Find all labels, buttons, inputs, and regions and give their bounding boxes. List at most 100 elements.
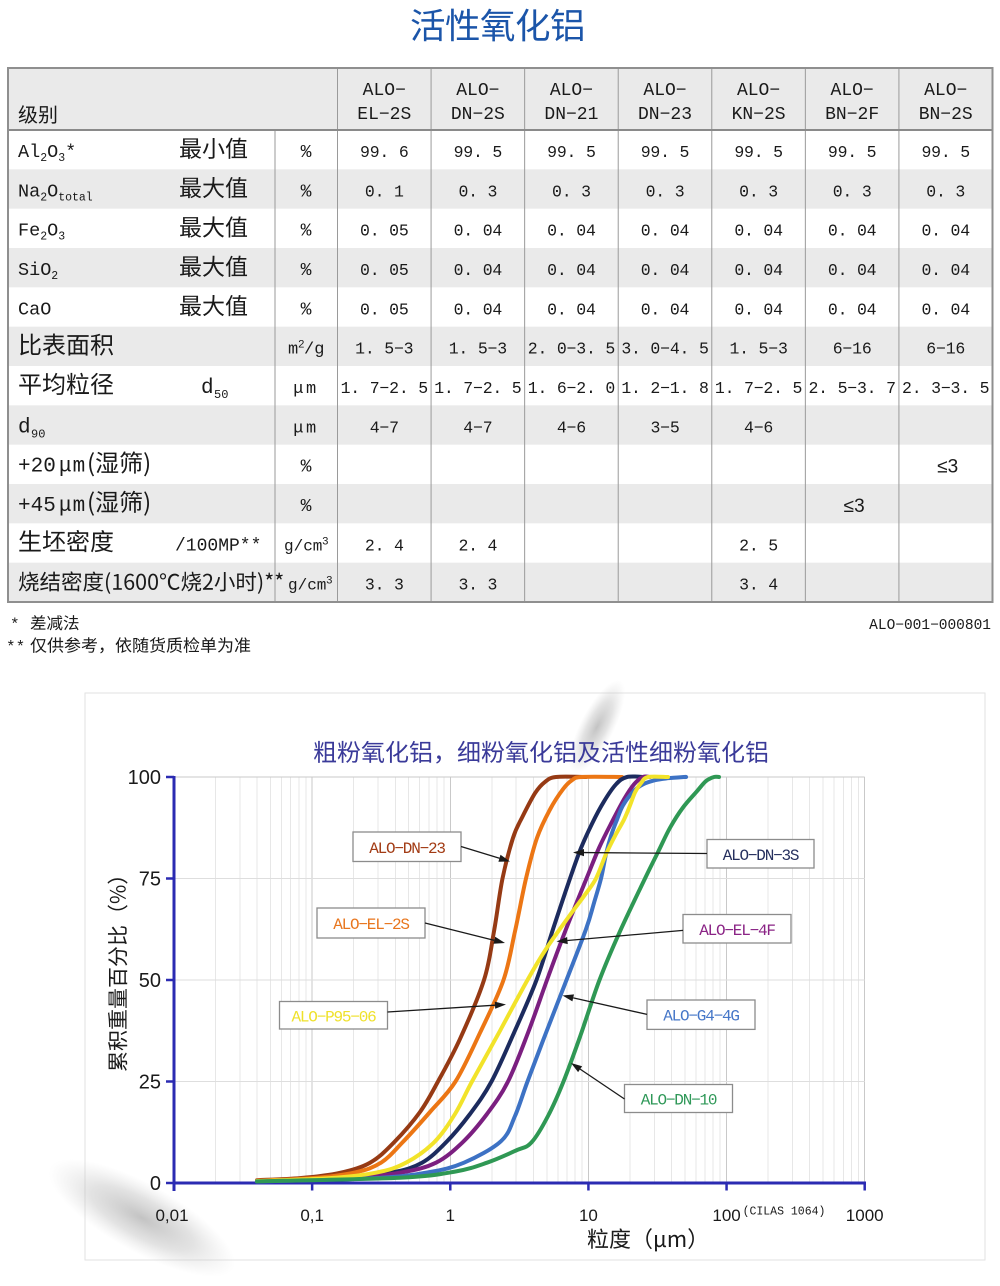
svg-text:3. 0−4. 5: 3. 0−4. 5 (621, 340, 708, 359)
svg-text:%: % (301, 261, 312, 281)
svg-text:100: 100 (128, 767, 161, 789)
svg-text:2: 2 (40, 231, 47, 244)
svg-text:%: % (301, 143, 312, 163)
svg-text:ALO−DN−3S: ALO−DN−3S (723, 847, 799, 865)
svg-text:99. 5: 99. 5 (828, 143, 877, 162)
svg-text:CaO: CaO (18, 299, 51, 320)
svg-text:Na: Na (18, 181, 40, 202)
svg-text:ALO−: ALO− (456, 81, 499, 101)
svg-text:%: % (301, 458, 312, 478)
svg-text:ALO−: ALO− (737, 81, 780, 101)
svg-text:*: * (10, 616, 20, 634)
svg-text:3: 3 (326, 576, 333, 588)
svg-text:g/cm: g/cm (284, 537, 322, 555)
svg-text:3. 3: 3. 3 (365, 576, 404, 595)
svg-text:99. 5: 99. 5 (641, 143, 690, 162)
svg-text:1: 1 (446, 1206, 455, 1225)
svg-text:0,01: 0,01 (155, 1206, 188, 1225)
svg-text:DN−21: DN−21 (544, 105, 598, 125)
svg-text:2. 3−3. 5: 2. 3−3. 5 (902, 379, 989, 398)
svg-text:0. 04: 0. 04 (828, 300, 877, 319)
svg-text:Al: Al (18, 142, 40, 163)
svg-text:2. 5: 2. 5 (739, 536, 778, 555)
svg-text:ALO−EL−4F: ALO−EL−4F (699, 922, 775, 940)
svg-text:≤3: ≤3 (844, 496, 865, 517)
svg-text:μm: μm (59, 456, 86, 479)
svg-text:2: 2 (40, 191, 47, 204)
svg-text:0. 04: 0. 04 (921, 222, 970, 241)
svg-text:4−6: 4−6 (557, 418, 586, 437)
svg-text:4−6: 4−6 (744, 418, 773, 437)
svg-text:2: 2 (40, 152, 47, 165)
svg-text:0. 05: 0. 05 (360, 261, 409, 280)
svg-text:0. 3: 0. 3 (926, 182, 965, 201)
svg-text:g/cm: g/cm (288, 577, 326, 595)
svg-text:100: 100 (712, 1206, 740, 1225)
svg-text:%: % (301, 497, 312, 517)
svg-text:50: 50 (214, 388, 228, 402)
svg-text:+45: +45 (18, 495, 56, 518)
svg-text:total: total (58, 191, 93, 204)
svg-text:2: 2 (298, 340, 305, 352)
svg-text:0. 04: 0. 04 (547, 300, 596, 319)
svg-text:0. 04: 0. 04 (454, 261, 503, 280)
svg-text:90: 90 (31, 427, 45, 441)
svg-text:99. 5: 99. 5 (921, 143, 970, 162)
svg-text:0. 04: 0. 04 (454, 300, 503, 319)
svg-text:ALO−DN−23: ALO−DN−23 (369, 840, 445, 858)
svg-text:0. 3: 0. 3 (552, 182, 591, 201)
svg-text:1000: 1000 (846, 1206, 884, 1225)
svg-text:2. 0−3. 5: 2. 0−3. 5 (528, 340, 615, 359)
svg-text:**: ** (6, 639, 25, 657)
svg-text:/100MP**: /100MP** (175, 536, 261, 556)
svg-text:%: % (301, 182, 312, 202)
svg-text:2: 2 (51, 270, 58, 283)
svg-text:0. 05: 0. 05 (360, 222, 409, 241)
svg-text:3: 3 (322, 536, 329, 548)
svg-text:99. 5: 99. 5 (547, 143, 596, 162)
svg-text:0. 04: 0. 04 (641, 261, 690, 280)
svg-text:0. 04: 0. 04 (641, 222, 690, 241)
svg-text:3−5: 3−5 (650, 418, 679, 437)
svg-text:ALO−DN−10: ALO−DN−10 (641, 1092, 717, 1110)
svg-text:0. 04: 0. 04 (828, 222, 877, 241)
svg-text:0. 04: 0. 04 (921, 300, 970, 319)
svg-text:1. 6−2. 0: 1. 6−2. 0 (528, 379, 615, 398)
svg-text:4−7: 4−7 (463, 418, 492, 437)
svg-text:ALO−: ALO− (831, 81, 874, 101)
svg-text:25: 25 (139, 1072, 161, 1094)
svg-text:0. 3: 0. 3 (833, 182, 872, 201)
svg-text:BN−2F: BN−2F (825, 105, 879, 125)
svg-text:%: % (301, 300, 312, 320)
svg-text:μm: μm (293, 380, 318, 399)
svg-text:μm: μm (293, 419, 318, 438)
svg-text:50: 50 (139, 970, 161, 992)
svg-text:EL−2S: EL−2S (357, 105, 411, 125)
svg-text:BN−2S: BN−2S (919, 105, 973, 125)
svg-text:99. 5: 99. 5 (734, 143, 783, 162)
svg-text:≤3: ≤3 (937, 457, 958, 478)
svg-text:0. 04: 0. 04 (454, 222, 503, 241)
svg-text:ALO−: ALO− (550, 81, 593, 101)
svg-text:KN−2S: KN−2S (732, 105, 786, 125)
svg-text:99. 5: 99. 5 (454, 143, 503, 162)
svg-text:1. 5−3: 1. 5−3 (449, 340, 507, 359)
svg-text:m: m (288, 341, 298, 360)
svg-text:(CILAS 1064): (CILAS 1064) (743, 1206, 826, 1219)
svg-text:μm: μm (59, 495, 86, 518)
svg-text:/g: /g (304, 341, 324, 360)
svg-text:O: O (47, 181, 58, 202)
svg-text:O: O (47, 142, 58, 163)
svg-text:0. 04: 0. 04 (641, 300, 690, 319)
svg-text:0. 1: 0. 1 (365, 182, 404, 201)
svg-text:0. 3: 0. 3 (646, 182, 685, 201)
svg-text:ALO−: ALO− (643, 81, 686, 101)
svg-text:1. 2−1. 8: 1. 2−1. 8 (621, 379, 708, 398)
svg-text:d: d (18, 416, 31, 439)
svg-text:ALO−EL−2S: ALO−EL−2S (333, 916, 409, 934)
svg-text:0. 3: 0. 3 (739, 182, 778, 201)
svg-text:0. 05: 0. 05 (360, 300, 409, 319)
svg-text:2. 4: 2. 4 (458, 536, 497, 555)
svg-text:0. 04: 0. 04 (828, 261, 877, 280)
svg-text:0. 04: 0. 04 (734, 222, 783, 241)
